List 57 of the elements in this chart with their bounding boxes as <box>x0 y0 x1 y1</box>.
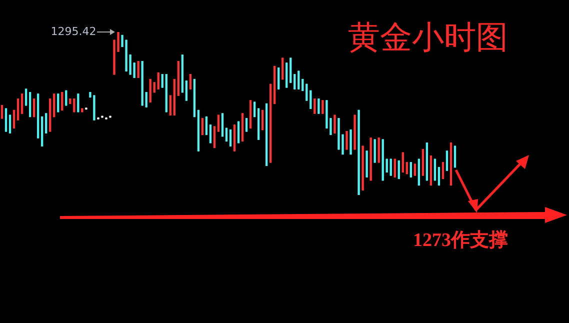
candlestick <box>358 110 360 195</box>
candlestick <box>237 121 240 144</box>
candlestick <box>278 68 280 90</box>
candlestick <box>350 129 352 155</box>
candlestick <box>346 131 348 150</box>
candlestick <box>137 61 140 78</box>
candlestick <box>390 158 392 176</box>
candlestick <box>233 124 236 152</box>
candlestick <box>229 129 232 146</box>
candlestick <box>245 118 248 132</box>
candlestick <box>290 58 292 83</box>
candlestick <box>173 78 176 116</box>
text: 1273作支撑 <box>413 229 508 253</box>
chart-title: 黄金小时图 <box>348 18 508 57</box>
candlestick <box>354 114 356 150</box>
candlestick <box>157 72 160 90</box>
candlestick <box>49 98 52 132</box>
candlestick <box>8 114 12 134</box>
candlestick <box>213 126 216 148</box>
candlestick <box>177 61 180 96</box>
candlestick <box>402 152 404 173</box>
candlestick <box>93 95 96 120</box>
candlestick <box>24 88 28 106</box>
candlestick <box>4 108 8 132</box>
candlestick <box>446 150 448 171</box>
candlestick <box>438 166 440 186</box>
annotation: 1295.42 <box>50 24 96 38</box>
candlestick <box>298 70 300 90</box>
candlestick <box>318 98 320 114</box>
candlestick <box>362 146 364 190</box>
candlestick <box>57 94 60 112</box>
candlestick <box>53 94 56 118</box>
candlestick <box>169 95 172 116</box>
candlestick <box>153 82 156 93</box>
candlestick <box>286 62 288 88</box>
candlestick <box>398 160 400 180</box>
candlestick <box>161 74 164 88</box>
candlestick <box>430 156 432 186</box>
candlestick <box>322 100 324 114</box>
candlestick <box>253 102 256 118</box>
candlestick <box>225 128 228 142</box>
candlestick <box>334 114 336 134</box>
candlestick <box>454 146 456 168</box>
candlestick <box>434 158 436 181</box>
candlestick <box>442 162 444 180</box>
candlestick <box>61 92 64 111</box>
candlestick <box>165 74 168 112</box>
candlestick <box>366 150 368 178</box>
candlestick <box>20 94 24 114</box>
candlestick <box>241 113 244 142</box>
candlestick <box>209 124 212 144</box>
candlestick <box>0 105 4 119</box>
candlestick <box>406 162 408 174</box>
candlestick <box>221 113 224 137</box>
candlestick <box>294 74 296 90</box>
candlestick <box>394 158 396 178</box>
candlestick <box>217 114 220 132</box>
